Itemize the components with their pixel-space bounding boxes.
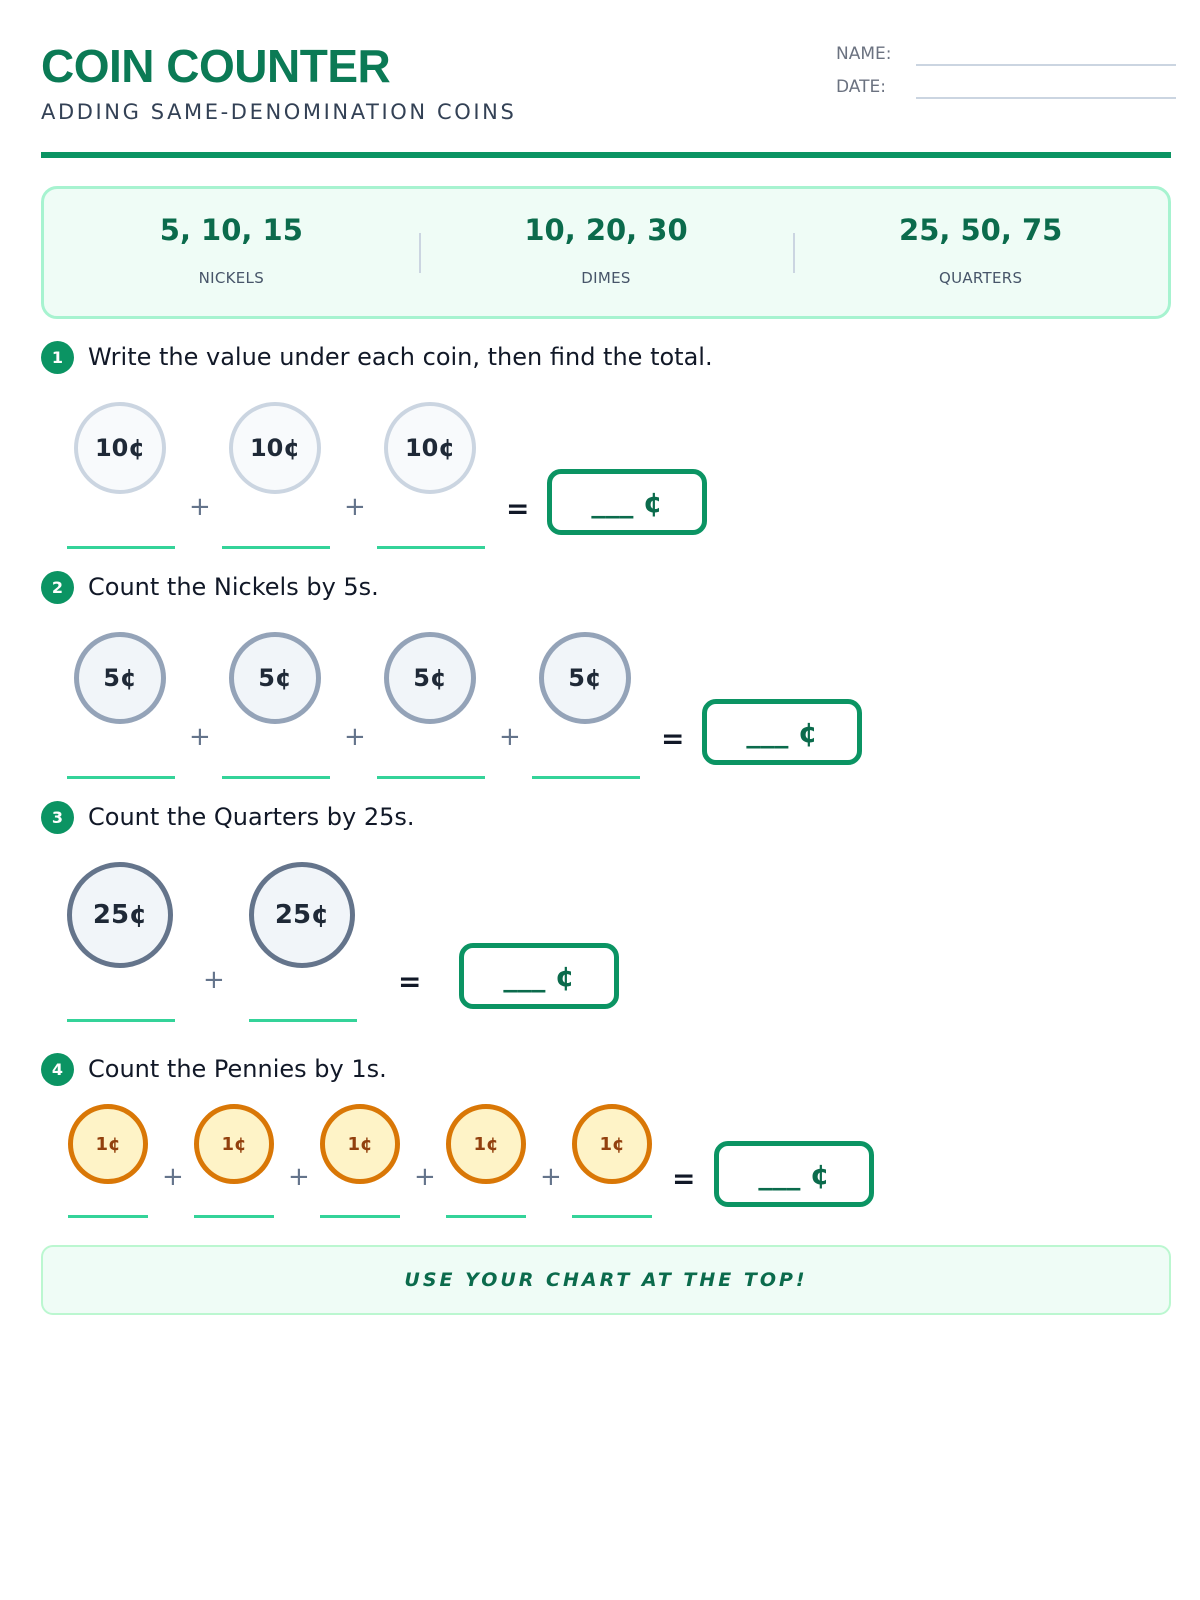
chart-coin-name: NICKELS xyxy=(198,269,265,287)
coin-value-blank[interactable] xyxy=(572,1215,652,1218)
question-text: Write the value under each coin, then fi… xyxy=(88,343,713,371)
header-divider xyxy=(41,152,1171,158)
equals-sign: = xyxy=(506,492,530,525)
question-number-badge: 2 xyxy=(41,570,74,604)
coin-value-blank[interactable] xyxy=(532,776,640,779)
answer-box[interactable]: ___ ¢ xyxy=(714,1141,874,1207)
coin-value-blank[interactable] xyxy=(249,1019,357,1022)
name-line[interactable] xyxy=(916,64,1176,66)
footer-hint: USE YOUR CHART AT THE TOP! xyxy=(41,1245,1171,1315)
coin-value-blank[interactable] xyxy=(67,1019,175,1022)
chart-dimes: 10, 20, 30 DIMES xyxy=(418,189,794,316)
dime-coin: 10¢ xyxy=(384,402,476,494)
penny-coin: 1¢ xyxy=(194,1104,274,1184)
question-header: 1 Write the value under each coin, then … xyxy=(41,340,713,374)
plus-sign: + xyxy=(189,722,211,752)
plus-sign: + xyxy=(414,1162,436,1192)
skip-count-chart: 5, 10, 15 NICKELS 10, 20, 30 DIMES 25, 5… xyxy=(41,186,1171,319)
question-4: 4 Count the Pennies by 1s. 1¢ 1¢ 1¢ 1¢ 1… xyxy=(41,1052,1171,1232)
nickel-coin: 5¢ xyxy=(229,632,321,724)
chart-sequence: 10, 20, 30 xyxy=(524,213,688,247)
name-label: NAME: xyxy=(836,44,892,64)
plus-sign: + xyxy=(344,722,366,752)
worksheet-header: COIN COUNTER ADDING SAME-DENOMINATION CO… xyxy=(41,40,1176,158)
nickel-coin: 5¢ xyxy=(384,632,476,724)
plus-sign: + xyxy=(540,1162,562,1192)
coin-value-blank[interactable] xyxy=(320,1215,400,1218)
equals-sign: = xyxy=(398,965,422,998)
chart-coin-name: DIMES xyxy=(581,269,631,287)
coin-value-blank[interactable] xyxy=(377,776,485,779)
question-1: 1 Write the value under each coin, then … xyxy=(41,340,1171,549)
chart-quarters: 25, 50, 75 QUARTERS xyxy=(793,189,1168,316)
plus-sign: + xyxy=(288,1162,310,1192)
answer-box[interactable]: ___ ¢ xyxy=(459,943,619,1009)
footer-hint-text: USE YOUR CHART AT THE TOP! xyxy=(404,1269,808,1291)
question-header: 4 Count the Pennies by 1s. xyxy=(41,1052,387,1086)
coin-value-blank[interactable] xyxy=(222,546,330,549)
question-number-badge: 3 xyxy=(41,800,74,834)
question-3: 3 Count the Quarters by 25s. 25¢ 25¢ + =… xyxy=(41,800,1171,1030)
plus-sign: + xyxy=(189,492,211,522)
date-field[interactable]: DATE: xyxy=(836,75,1176,105)
plus-sign: + xyxy=(162,1162,184,1192)
chart-coin-name: QUARTERS xyxy=(938,269,1023,287)
penny-coin: 1¢ xyxy=(68,1104,148,1184)
equals-sign: = xyxy=(661,722,685,755)
quarter-coin: 25¢ xyxy=(67,862,173,968)
nickel-coin: 5¢ xyxy=(74,632,166,724)
coin-value-blank[interactable] xyxy=(446,1215,526,1218)
answer-box[interactable]: ___ ¢ xyxy=(547,469,707,535)
name-field[interactable]: NAME: xyxy=(836,42,1176,72)
page-title: COIN COUNTER xyxy=(41,40,391,92)
coin-value-blank[interactable] xyxy=(377,546,485,549)
coin-value-blank[interactable] xyxy=(67,546,175,549)
date-line[interactable] xyxy=(916,97,1176,99)
question-text: Count the Nickels by 5s. xyxy=(88,573,379,601)
question-header: 3 Count the Quarters by 25s. xyxy=(41,800,415,834)
coin-value-blank[interactable] xyxy=(194,1215,274,1218)
question-number-badge: 4 xyxy=(41,1052,74,1086)
question-text: Count the Quarters by 25s. xyxy=(88,803,415,831)
chart-nickels: 5, 10, 15 NICKELS xyxy=(44,189,419,316)
page-subtitle: ADDING SAME-DENOMINATION COINS xyxy=(41,100,517,124)
chart-sequence: 5, 10, 15 xyxy=(159,213,303,247)
penny-coin: 1¢ xyxy=(320,1104,400,1184)
question-2: 2 Count the Nickels by 5s. 5¢ 5¢ 5¢ 5¢ +… xyxy=(41,570,1171,779)
question-number-badge: 1 xyxy=(41,340,74,374)
answer-box[interactable]: ___ ¢ xyxy=(702,699,862,765)
plus-sign: + xyxy=(203,965,225,995)
date-label: DATE: xyxy=(836,77,886,97)
chart-sequence: 25, 50, 75 xyxy=(899,213,1063,247)
nickel-coin: 5¢ xyxy=(539,632,631,724)
coin-value-blank[interactable] xyxy=(222,776,330,779)
penny-coin: 1¢ xyxy=(572,1104,652,1184)
equals-sign: = xyxy=(672,1162,696,1195)
penny-coin: 1¢ xyxy=(446,1104,526,1184)
plus-sign: + xyxy=(344,492,366,522)
coin-value-blank[interactable] xyxy=(68,1215,148,1218)
question-header: 2 Count the Nickels by 5s. xyxy=(41,570,379,604)
dime-coin: 10¢ xyxy=(229,402,321,494)
quarter-coin: 25¢ xyxy=(249,862,355,968)
dime-coin: 10¢ xyxy=(74,402,166,494)
plus-sign: + xyxy=(499,722,521,752)
coin-value-blank[interactable] xyxy=(67,776,175,779)
question-text: Count the Pennies by 1s. xyxy=(88,1055,387,1083)
